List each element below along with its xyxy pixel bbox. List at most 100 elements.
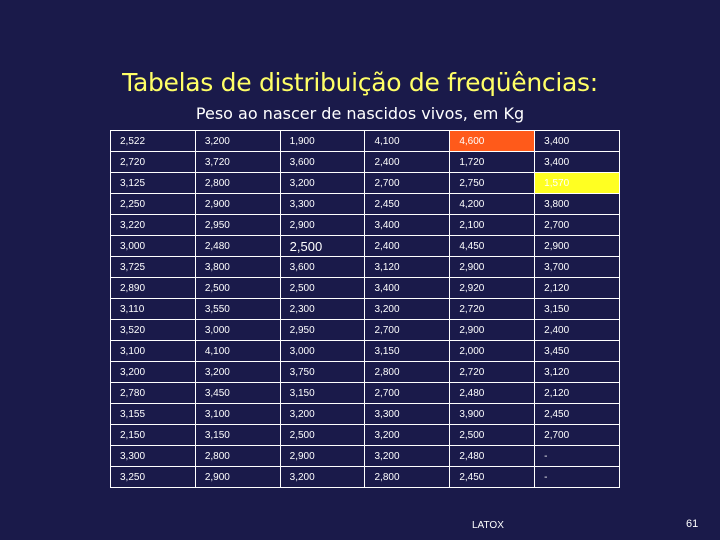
table-cell: 3,550 <box>194 298 281 320</box>
birth-weight-table: 2,522 3,200 1,900 4,100 4,600 3,400 2,720 3,720… <box>110 130 620 488</box>
table-cell: 4,100 <box>194 340 281 362</box>
table-row: 3,000 2,480 2,500 2,400 4,450 2,900 <box>110 235 620 257</box>
table-row: 2,522 3,200 1,900 4,100 4,600 3,400 <box>110 130 620 152</box>
table-row: 3,110 3,550 2,300 3,200 2,720 3,150 <box>110 298 620 320</box>
table-row: 3,200 3,200 3,750 2,800 2,720 3,120 <box>110 361 620 383</box>
table-cell: - <box>534 445 620 467</box>
table-cell: 3,200 <box>194 130 281 152</box>
table-cell: 2,500 <box>279 277 366 299</box>
table-cell: 2,900 <box>449 319 536 341</box>
table-cell: 2,950 <box>279 319 366 341</box>
table-row: 3,520 3,000 2,950 2,700 2,900 2,400 <box>110 319 620 341</box>
table-cell: 2,400 <box>534 319 620 341</box>
table-cell: 2,700 <box>364 382 451 404</box>
table-cell: 2,700 <box>534 424 620 446</box>
table-cell: 3,300 <box>279 193 366 215</box>
table-cell: 2,120 <box>534 382 620 404</box>
table-cell: 3,150 <box>364 340 451 362</box>
table-cell: 2,900 <box>194 466 281 488</box>
table-cell: 3,900 <box>449 403 536 425</box>
table-cell: 3,400 <box>534 130 620 152</box>
table-cell: 2,522 <box>110 130 196 152</box>
table-cell: 2,750 <box>449 172 536 194</box>
table-row: 2,720 3,720 3,600 2,400 1,720 3,400 <box>110 151 620 173</box>
table-cell: 2,400 <box>364 151 451 173</box>
table-cell: 2,150 <box>110 424 196 446</box>
table-cell: 4,450 <box>449 235 536 257</box>
table-cell: 3,120 <box>534 361 620 383</box>
table-cell: 3,200 <box>279 466 366 488</box>
table-cell: 4,100 <box>364 130 451 152</box>
table-cell: 1,900 <box>279 130 366 152</box>
table-cell: 3,155 <box>110 403 196 425</box>
table-cell: 2,500 <box>194 277 281 299</box>
table-row: 3,125 2,800 3,200 2,700 2,750 1,570 <box>110 172 620 194</box>
table-cell: 2,480 <box>449 382 536 404</box>
table-cell: 2,700 <box>364 319 451 341</box>
table-cell: 3,200 <box>364 424 451 446</box>
table-cell: 3,720 <box>194 151 281 173</box>
table-cell: 4,200 <box>449 193 536 215</box>
table-cell: 3,000 <box>279 340 366 362</box>
table-cell: 2,900 <box>534 235 620 257</box>
table-cell: 3,150 <box>534 298 620 320</box>
table-cell: 1,720 <box>449 151 536 173</box>
table-cell: 2,800 <box>194 172 281 194</box>
table-cell: 2,720 <box>449 361 536 383</box>
table-cell: 3,200 <box>194 361 281 383</box>
table-cell: 3,100 <box>194 403 281 425</box>
slide-title: Tabelas de distribuição de freqüências: <box>122 68 598 97</box>
table-cell: 2,500 <box>279 235 366 257</box>
table-row: 3,250 2,900 3,200 2,800 2,450- <box>110 466 620 488</box>
footer-label: LATOX <box>472 520 504 531</box>
table-cell: 3,800 <box>194 256 281 278</box>
table-row: 2,780 3,450 3,150 2,700 2,480 2,120 <box>110 382 620 404</box>
table-cell: 3,600 <box>279 151 366 173</box>
table-cell: 3,100 <box>110 340 196 362</box>
table-cell: 3,450 <box>194 382 281 404</box>
table-cell: - <box>534 466 620 488</box>
table-row: 3,725 3,800 3,600 3,120 2,900 3,700 <box>110 256 620 278</box>
table-cell: 2,500 <box>449 424 536 446</box>
table-cell-max-highlight: 4,600 <box>449 130 536 152</box>
table-cell: 2,900 <box>449 256 536 278</box>
table-cell: 2,720 <box>449 298 536 320</box>
table-cell: 3,725 <box>110 256 196 278</box>
table-cell: 3,120 <box>364 256 451 278</box>
table-cell: 2,700 <box>534 214 620 236</box>
table-cell: 3,300 <box>364 403 451 425</box>
table-cell: 3,450 <box>534 340 620 362</box>
table-cell: 3,300 <box>110 445 196 467</box>
table-cell: 2,300 <box>279 298 366 320</box>
table-cell: 3,250 <box>110 466 196 488</box>
table-cell: 3,000 <box>110 235 196 257</box>
table-cell: 2,800 <box>364 466 451 488</box>
table-cell: 3,520 <box>110 319 196 341</box>
table-cell: 3,150 <box>194 424 281 446</box>
table-cell: 2,900 <box>279 445 366 467</box>
table-cell: 2,950 <box>194 214 281 236</box>
table-row: 2,250 2,900 3,300 2,450 4,200 3,800 <box>110 193 620 215</box>
slide-subtitle: Peso ao nascer de nascidos vivos, em Kg <box>195 104 525 123</box>
table-cell: 3,000 <box>194 319 281 341</box>
table-cell: 2,920 <box>449 277 536 299</box>
frequency-table-container: 2,522 3,200 1,900 4,100 4,600 3,400 2,720 3,720… <box>110 130 620 488</box>
table-row: 3,100 4,100 3,000 3,150 2,000 3,450 <box>110 340 620 362</box>
table-row: 3,155 3,100 3,200 3,300 3,900 2,450 <box>110 403 620 425</box>
table-cell: 3,150 <box>279 382 366 404</box>
table-cell: 3,110 <box>110 298 196 320</box>
table-cell: 3,800 <box>534 193 620 215</box>
table-cell: 3,200 <box>110 361 196 383</box>
table-cell: 2,450 <box>534 403 620 425</box>
table-cell: 2,250 <box>110 193 196 215</box>
table-cell: 3,750 <box>279 361 366 383</box>
table-cell: 2,800 <box>364 361 451 383</box>
table-row: 2,150 3,150 2,500 3,200 2,500 2,700 <box>110 424 620 446</box>
table-row: 3,220 2,950 2,900 3,400 2,100 2,700 <box>110 214 620 236</box>
table-cell: 2,720 <box>110 151 196 173</box>
table-cell: 2,450 <box>364 193 451 215</box>
table-cell: 2,480 <box>194 235 281 257</box>
table-cell: 2,480 <box>449 445 536 467</box>
table-cell: 3,400 <box>364 214 451 236</box>
